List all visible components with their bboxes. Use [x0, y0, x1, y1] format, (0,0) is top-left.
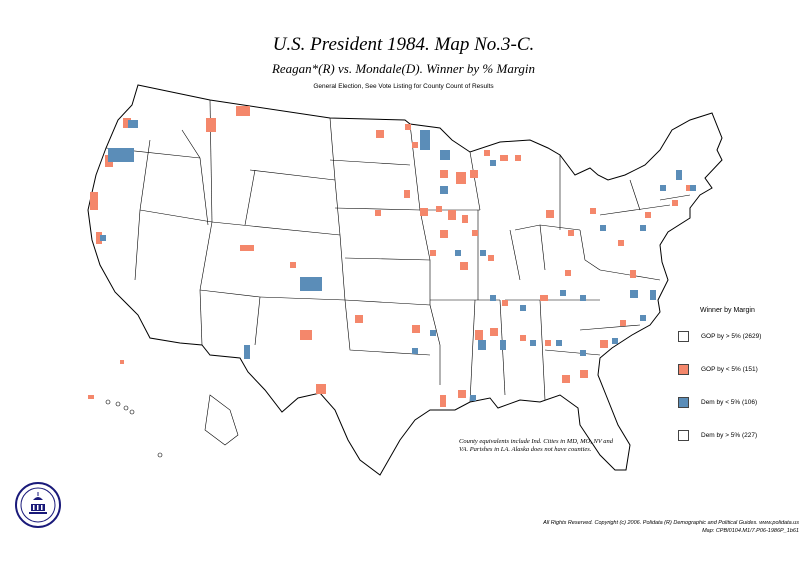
legend-swatch	[678, 429, 689, 441]
dem-under-5-counties	[100, 120, 696, 401]
legend-item: GOP by > 5% (2629)	[678, 330, 761, 342]
legend-swatch	[678, 396, 689, 408]
legend-label: GOP by < 5% (151)	[701, 365, 758, 373]
legend-label: Dem by < 5% (106)	[701, 398, 758, 406]
copyright-text: All Rights Reserved. Copyright (c) 2006.…	[543, 520, 799, 526]
county-note: County equivalents include Ind. Cities i…	[459, 438, 614, 453]
us-outline	[87, 84, 723, 476]
hawaii-inset	[105, 394, 239, 458]
legend-swatch	[678, 363, 689, 375]
polidata-logo-icon	[15, 482, 61, 528]
legend-item: GOP by < 5% (151)	[678, 363, 758, 375]
map-subtitle: Reagan*(R) vs. Mondale(D). Winner by % M…	[271, 61, 536, 76]
legend-label: Dem by > 5% (227)	[701, 431, 758, 439]
map-title: U.S. President 1984. Map No.3-C.	[272, 34, 535, 55]
copyright: All Rights Reserved. Copyright (c) 2006.…	[543, 519, 799, 535]
legend-title: Winner by Margin	[700, 307, 755, 314]
filename: Map: CPBI0104.M1/7.P06-1986P_1b61	[702, 528, 799, 534]
gop-under-5-counties	[88, 106, 692, 407]
legend-item: Dem by < 5% (106)	[678, 396, 757, 408]
legend-label: GOP by > 5% (2629)	[701, 332, 762, 340]
legend-swatch	[678, 330, 689, 342]
legend-item: Dem by > 5% (227)	[678, 429, 757, 441]
map-subsubtitle: General Election, See Vote Listing for C…	[313, 83, 494, 90]
